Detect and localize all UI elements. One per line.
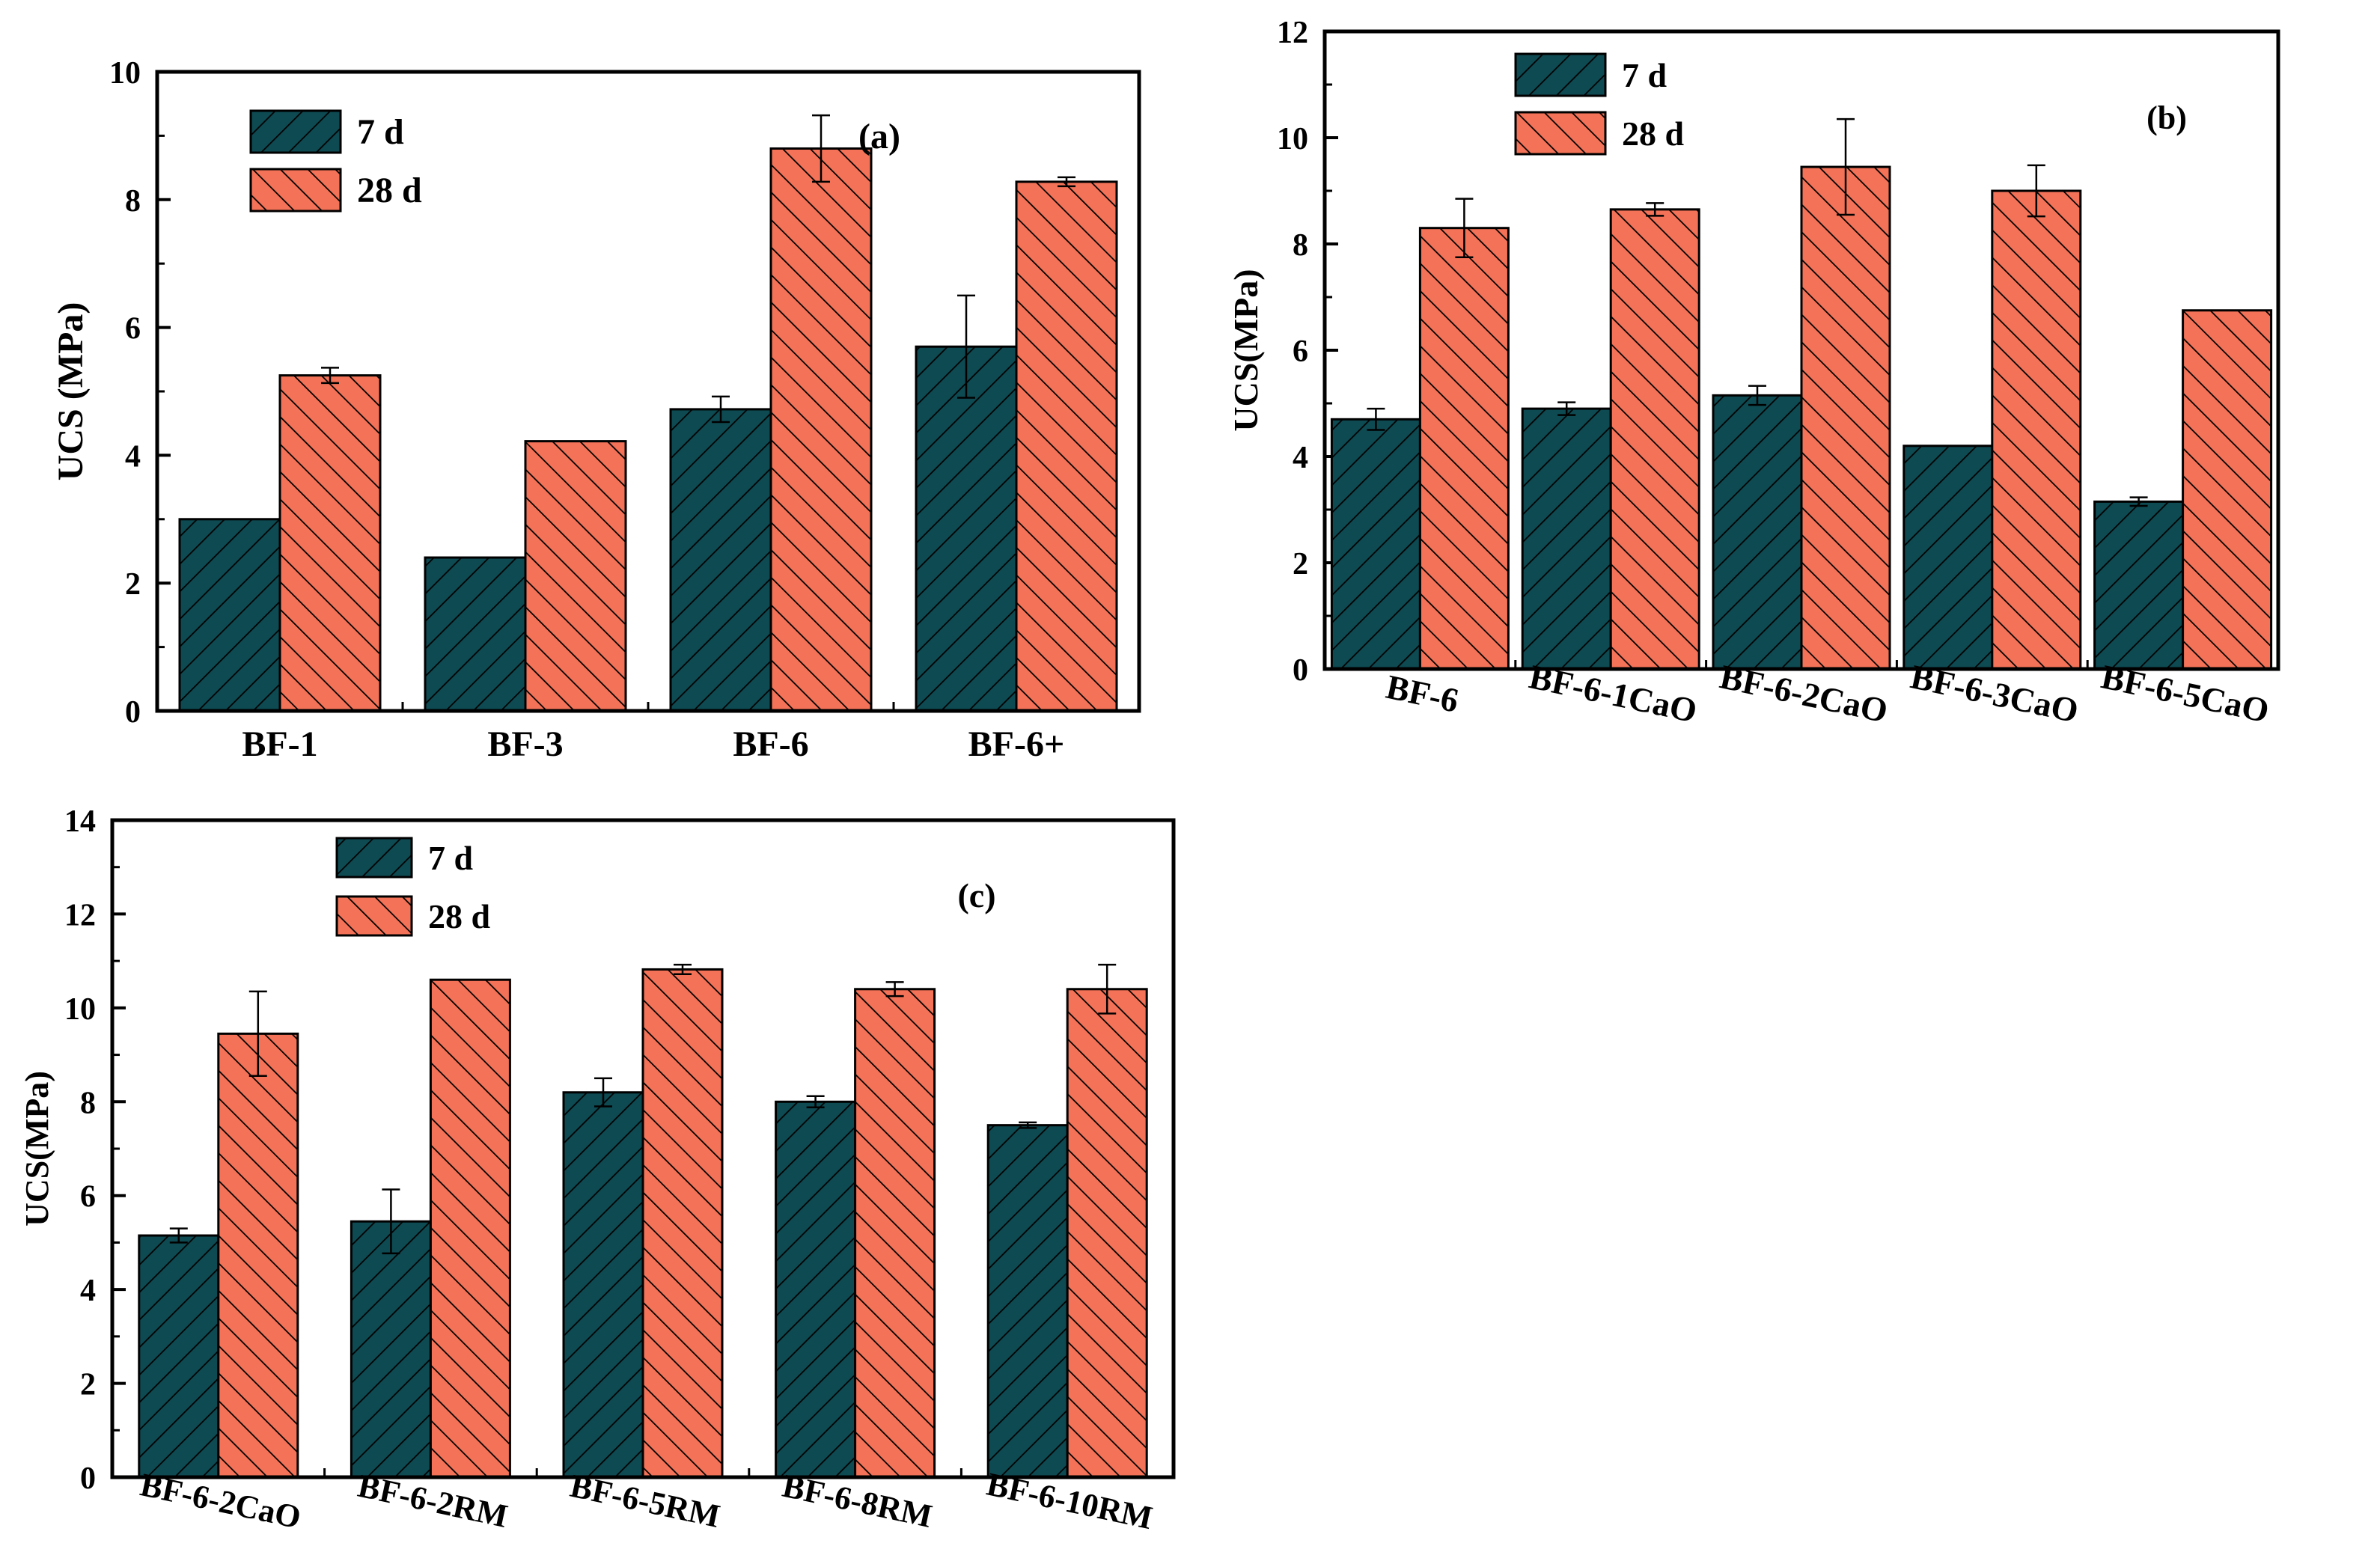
bar-7d xyxy=(1903,445,1994,671)
legend-label: 28 d xyxy=(357,171,422,210)
panel-annotation: (c) xyxy=(957,876,995,914)
y-tick-label: 6 xyxy=(1293,335,1308,369)
y-tick-label: 10 xyxy=(1277,122,1308,156)
bar-28d xyxy=(1418,227,1510,671)
bar-7d xyxy=(2093,500,2185,671)
bar-28d xyxy=(641,968,724,1479)
legend-label: 28 d xyxy=(428,897,491,935)
y-tick-label: 4 xyxy=(80,1274,96,1308)
legend-label: 28 d xyxy=(1622,114,1685,153)
bar-7d xyxy=(986,1124,1069,1479)
y-tick-label: 0 xyxy=(1293,653,1308,688)
bar-28d xyxy=(1015,180,1118,712)
bar-28d xyxy=(524,440,627,712)
bar-7d xyxy=(178,518,281,712)
y-tick-label: 8 xyxy=(125,184,141,219)
bar-7d xyxy=(350,1220,432,1479)
x-tick-label: BF-3 xyxy=(487,724,563,764)
y-tick-label: 0 xyxy=(80,1461,96,1496)
y-tick-label: 12 xyxy=(64,898,96,932)
legend-swatch xyxy=(249,109,342,154)
bar-7d xyxy=(775,1100,857,1479)
bar-28d xyxy=(429,978,511,1479)
x-tick-label: BF-6 xyxy=(733,724,808,764)
panel-annotation: (b) xyxy=(2146,100,2187,136)
bar-28d xyxy=(1066,988,1148,1479)
bar-7d xyxy=(1521,407,1612,671)
y-tick-label: 6 xyxy=(80,1180,96,1215)
bar-28d xyxy=(1609,208,1700,671)
bar-7d xyxy=(1330,418,1421,671)
bar-7d xyxy=(1712,394,1803,671)
y-tick-label: 12 xyxy=(1277,16,1308,50)
legend-swatch xyxy=(1514,111,1607,156)
y-tick-label: 6 xyxy=(125,312,141,346)
plot-frame xyxy=(1322,29,2280,671)
bar-28d xyxy=(769,147,873,712)
bar-28d xyxy=(1991,189,2082,671)
plot-frame xyxy=(110,818,1176,1479)
y-tick-label: 10 xyxy=(109,56,141,91)
y-tick-label: 4 xyxy=(125,439,141,474)
bar-7d xyxy=(424,556,527,712)
plot-frame xyxy=(155,70,1141,713)
y-tick-label: 0 xyxy=(125,695,141,730)
y-tick-label: 14 xyxy=(64,804,96,839)
legend-swatch xyxy=(1514,52,1607,97)
y-tick-label: 4 xyxy=(1293,441,1308,475)
legend-swatch xyxy=(335,895,413,937)
legend-swatch xyxy=(249,168,342,213)
y-tick-label: 8 xyxy=(1293,228,1308,263)
chart-panel-a: 0 2 4 6 8 10 BF-1 BF-3 BF-6 BF-6+ UCS (MPa) 7 d 28 d… xyxy=(51,56,1141,764)
bar-28d xyxy=(854,988,936,1479)
y-tick-label: 10 xyxy=(64,992,96,1027)
bar-7d xyxy=(915,345,1018,712)
bar-28d xyxy=(217,1032,299,1479)
y-axis-label: UCS (MPa) xyxy=(51,302,91,481)
x-tick-label: BF-6+ xyxy=(968,724,1065,764)
bar-7d xyxy=(669,408,772,712)
bar-28d xyxy=(2182,309,2273,671)
bar-28d xyxy=(1800,165,1891,671)
panel-annotation: (a) xyxy=(858,117,900,156)
y-tick-label: 2 xyxy=(1293,547,1308,581)
y-tick-label: 2 xyxy=(80,1368,96,1402)
y-axis-label: UCS(MPa) xyxy=(1227,269,1265,431)
y-axis-label: UCS(MPa) xyxy=(19,1071,55,1227)
bar-28d xyxy=(278,374,382,712)
y-tick-label: 8 xyxy=(80,1086,96,1120)
legend-label: 7 d xyxy=(1622,56,1667,94)
y-tick-label: 2 xyxy=(125,567,141,602)
legend-label: 7 d xyxy=(428,839,474,877)
bar-7d xyxy=(562,1091,644,1479)
legend-label: 7 d xyxy=(357,112,404,152)
bar-7d xyxy=(138,1234,220,1479)
x-tick-label: BF-1 xyxy=(242,724,317,764)
x-tick-label: BF-6 xyxy=(1383,668,1462,720)
legend-swatch xyxy=(335,837,413,879)
